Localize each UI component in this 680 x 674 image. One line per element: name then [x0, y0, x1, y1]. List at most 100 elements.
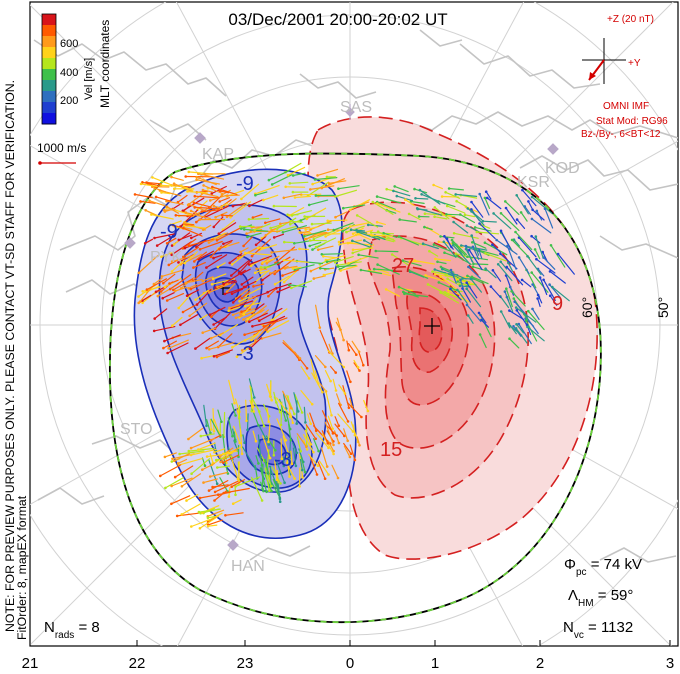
velocity-vector [217, 409, 222, 423]
velocity-vector-origin [266, 330, 269, 334]
velocity-vector-origin [234, 485, 237, 488]
velocity-vector [231, 288, 243, 295]
velocity-vector-origin [441, 267, 444, 271]
velocity-vector-origin [392, 189, 395, 193]
velocity-vector-origin [181, 310, 185, 314]
velocity-vector [276, 418, 287, 441]
velocity-vector-origin [267, 420, 271, 424]
velocity-vector [516, 309, 528, 326]
velocity-vector-origin [301, 476, 304, 479]
velocity-vector [316, 168, 339, 176]
velocity-vector-origin [223, 292, 227, 296]
velocity-vector-origin [307, 377, 311, 380]
velocity-vector [240, 183, 260, 200]
velocity-vector [340, 265, 358, 272]
velocity-vector-origin [234, 440, 237, 443]
velocity-vector-origin [341, 230, 344, 233]
imf-condition: Bz-/By-, 6<BT<12 [581, 129, 661, 140]
velocity-vector-origin [297, 227, 300, 231]
velocity-vector-origin [171, 324, 174, 328]
velocity-vector [166, 237, 177, 244]
velocity-vector-origin [305, 367, 309, 370]
velocity-vector-origin [471, 241, 474, 244]
velocity-vector-origin [189, 209, 193, 213]
velocity-vector [296, 436, 302, 452]
velocity-vector-origin [187, 170, 191, 174]
velocity-vector-origin [179, 323, 182, 327]
velocity-vector [396, 195, 414, 202]
velocity-vector-origin [174, 214, 178, 217]
velocity-vector-origin [454, 252, 458, 255]
velocity-vector-origin [145, 288, 149, 291]
velocity-vector-origin [519, 211, 523, 214]
velocity-vector [288, 207, 305, 217]
velocity-vector-origin [291, 174, 295, 177]
velocity-vector [307, 181, 330, 197]
velocity-vector-origin [210, 283, 214, 286]
velocity-vector [313, 425, 331, 445]
velocity-vector [303, 406, 306, 423]
velocity-vector [527, 310, 545, 331]
velocity-vector [219, 447, 234, 458]
velocity-vector [313, 275, 326, 280]
velocity-vector-origin [278, 410, 282, 414]
velocity-vector-origin [253, 228, 256, 232]
velocity-vector-origin [198, 496, 202, 500]
velocity-vector [282, 342, 299, 358]
velocity-vector [178, 458, 203, 466]
velocity-vector [505, 288, 513, 307]
velocity-vector [499, 295, 510, 309]
velocity-vector-origin [159, 474, 162, 478]
velocity-vector [516, 219, 526, 229]
velocity-vector [515, 307, 537, 323]
velocity-vector-origin [269, 272, 272, 275]
velocity-vector [356, 436, 361, 446]
velocity-vector [358, 351, 364, 366]
velocity-vector [183, 225, 206, 229]
velocity-vector-origin [423, 225, 426, 229]
velocity-vector [236, 345, 252, 358]
velocity-vector [188, 447, 214, 452]
velocity-vector-origin [437, 281, 441, 284]
velocity-vector [285, 461, 296, 480]
velocity-vector [508, 310, 525, 321]
imf-y-label: +Y [628, 58, 641, 69]
velocity-vector [282, 390, 292, 409]
velocity-vector-origin [398, 218, 402, 221]
velocity-vector-origin [456, 280, 460, 283]
velocity-vector-origin [201, 331, 204, 335]
velocity-vector-origin [242, 244, 245, 248]
velocity-vector [311, 222, 332, 225]
velocity-vector-origin [534, 235, 538, 238]
velocity-vector [410, 200, 425, 204]
velocity-vector-origin [351, 239, 354, 243]
velocity-vector [232, 499, 242, 505]
velocity-vector [352, 246, 372, 254]
velocity-vector-origin [158, 189, 162, 192]
velocity-vector-origin [433, 268, 437, 271]
velocity-vector [162, 292, 175, 299]
velocity-vector-origin [548, 270, 552, 273]
velocity-vector [185, 212, 211, 220]
velocity-vector-origin [195, 178, 198, 182]
imf-z-label: +Z (20 nT) [607, 14, 654, 25]
velocity-vector-origin [221, 452, 225, 456]
velocity-vector [337, 185, 360, 190]
velocity-vector [240, 308, 251, 313]
velocity-vector-origin [289, 438, 293, 442]
velocity-vector-origin [464, 244, 468, 248]
velocity-vector [376, 202, 401, 213]
velocity-vector [320, 447, 328, 468]
velocity-vector [300, 366, 310, 379]
velocity-vector [290, 450, 293, 465]
velocity-vector-origin [343, 434, 346, 438]
velocity-vector-origin [503, 290, 507, 293]
velocity-vector-origin [346, 439, 350, 443]
velocity-vector-origin [231, 434, 234, 438]
velocity-vector-origin [281, 274, 284, 277]
velocity-vector [246, 232, 262, 238]
velocity-vector-origin [477, 311, 481, 315]
velocity-vector [243, 280, 257, 288]
velocity-vector [535, 236, 544, 258]
velocity-vector-origin [199, 434, 203, 438]
